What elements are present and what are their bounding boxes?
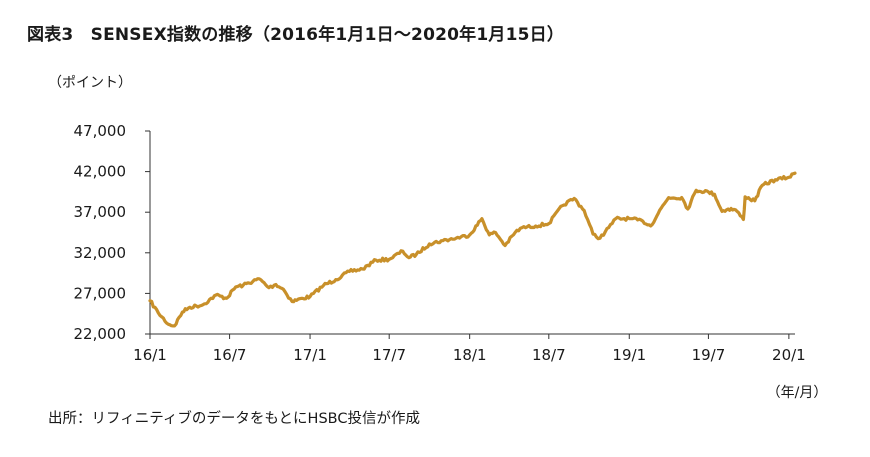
sensex-series-line — [148, 171, 797, 328]
x-tick-label: 17/1 — [293, 346, 327, 364]
y-tick-label: 37,000 — [74, 203, 127, 221]
x-tick-label: 19/7 — [692, 346, 726, 364]
chart-title: 図表3 SENSEX指数の推移（2016年1月1日～2020年1月15日） — [27, 25, 565, 45]
y-tick-label: 22,000 — [74, 325, 127, 343]
y-axis-unit-label: （ポイント） — [48, 75, 132, 91]
y-tick-label: 47,000 — [74, 122, 127, 140]
x-axis-unit-label: （年/月） — [767, 385, 828, 400]
sensex-line-chart: 22,000 27,000 32,000 37,000 42,000 47,000 16/… — [74, 122, 828, 400]
x-tick-label: 18/7 — [532, 346, 566, 364]
y-tick-label: 32,000 — [74, 244, 127, 262]
x-tick-label: 18/1 — [453, 346, 487, 364]
source-note: 出所：リフィニティブのデータをもとにHSBC投信が作成 — [48, 411, 420, 427]
y-tick-label: 27,000 — [74, 284, 127, 302]
x-tick-label: 20/1 — [772, 346, 806, 364]
x-tick-label: 16/7 — [213, 346, 247, 364]
x-tick-label: 17/7 — [372, 346, 406, 364]
y-tick-label: 42,000 — [74, 163, 127, 181]
x-tick-label: 19/1 — [612, 346, 646, 364]
x-tick-label: 16/1 — [133, 346, 167, 364]
